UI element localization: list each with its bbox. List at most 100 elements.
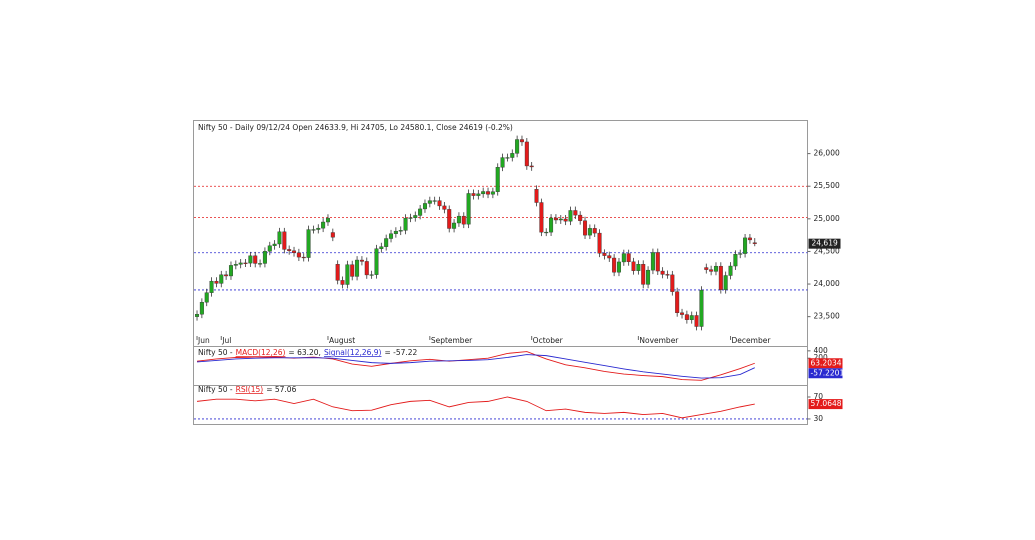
candle-body [408,217,413,219]
candle-body [369,274,374,276]
candle-body [641,264,646,285]
candle-body [539,202,544,233]
candle-body [650,252,655,271]
candle-body [655,252,660,272]
candle-body [427,200,432,204]
candle-body [602,253,607,256]
candle-body [529,165,534,168]
candle-body [267,245,272,252]
candle-body [607,255,612,259]
y-tick-label: 25,500 [814,181,840,190]
x-tick-label: August [329,336,355,345]
candle-body [752,242,757,244]
candle-body [704,267,709,270]
candle-body [573,210,578,216]
x-tick-label: October [533,336,564,345]
candle-body [204,292,209,303]
value-box-label: 63.2034 [811,358,842,367]
candle-body [379,246,384,249]
candle-body [549,217,554,233]
x-tick-label: Jul [221,336,231,345]
candle-body [660,270,665,275]
y-tick-label: 23,500 [814,312,840,321]
value-box-label: 57.0648 [811,399,842,408]
candle-body [689,315,694,320]
candle-body [248,255,253,264]
candle-body [437,200,442,207]
candle-body [723,275,728,290]
candle-body [636,264,641,271]
candle-body [553,217,558,221]
candle-body [524,141,529,167]
candle-body [612,257,617,273]
candle-body [345,264,350,285]
candle-body [195,314,200,317]
candle-body [335,264,340,281]
candle-body [461,215,466,225]
x-tick-label: November [639,336,679,345]
y-tick-label: 25,000 [814,214,840,223]
candle-body [359,259,364,262]
series-line [196,354,755,379]
candle-body [442,205,447,210]
candle-body [534,189,539,203]
candle-body [456,215,461,224]
candle-body [694,315,699,327]
candle-body [403,217,408,231]
candle-body [583,220,588,236]
candle-body [500,157,505,168]
candle-body [665,274,670,276]
candle-body [699,289,704,327]
x-tick-label: Jun [197,336,210,345]
candle-body [718,265,723,290]
candle-body [481,191,486,195]
candle-body [447,209,452,229]
candle-body [631,261,636,271]
candle-body [563,218,568,222]
candle-body [253,255,258,264]
candle-body [350,264,355,277]
value-box [808,368,843,379]
candle-body [209,280,214,293]
candle-body [389,233,394,239]
candle-body [476,193,481,196]
candle-body [262,251,267,264]
candle-body [340,280,345,285]
title-prefix: Nifty 50 - [198,348,233,357]
legend-label: Signal(12,26,9) [324,348,382,357]
title-prefix: Nifty 50 - [198,385,233,394]
candle-body [224,274,229,277]
candle-body [626,253,631,263]
candle-body [568,210,573,222]
y-tick-label: 70 [814,392,824,401]
candle-body [330,232,335,238]
candle-body [616,261,621,273]
candle-body [733,254,738,267]
candle-body [466,193,471,225]
chart-frame [193,120,808,425]
candle-body [490,191,495,195]
y-tick-label: 200 [814,353,829,362]
legend-readout: = 57.06 [266,385,296,394]
candle-body [311,229,316,231]
panel-title: Nifty 50 - MACD(12,26) = 63.20, Signal(12,2… [198,348,418,357]
candle-body [486,191,491,195]
value-box-label: -57.2201 [811,368,845,377]
candle-body [422,203,427,210]
candle-body [418,208,423,216]
candle-body [578,214,583,221]
candle-body [709,269,714,272]
candle-body [238,262,243,265]
candle-body [728,265,733,276]
candle-body [325,217,330,223]
candle-body [592,228,597,234]
candle-body [282,231,287,250]
candle-body [597,232,602,254]
series-line [196,396,755,419]
candle-body [713,265,718,272]
y-tick-label: 26,000 [814,149,840,158]
y-tick-label: 400 [814,346,829,355]
candle-body [432,200,437,202]
candle-body [505,157,510,159]
